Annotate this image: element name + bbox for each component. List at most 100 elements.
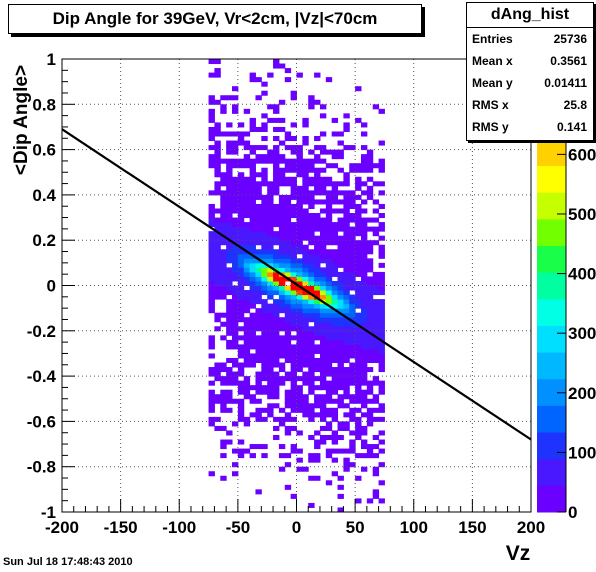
heatmap-cell <box>226 394 233 400</box>
heatmap-cell <box>284 231 292 237</box>
heatmap-cell <box>214 317 221 323</box>
heatmap-cell <box>208 72 215 78</box>
heatmap-cell <box>220 222 227 228</box>
heatmap-cell <box>325 181 333 187</box>
heatmap-cell <box>343 371 350 377</box>
heatmap-cell <box>308 253 315 259</box>
heatmap-cell <box>214 190 221 196</box>
heatmap-cell <box>261 317 268 323</box>
heatmap-cell <box>296 271 303 277</box>
heatmap-cell <box>290 308 297 314</box>
heatmap-cell <box>220 199 227 205</box>
heatmap-cell <box>349 317 356 323</box>
heatmap-cell <box>208 398 215 404</box>
heatmap-cell <box>255 385 262 391</box>
heatmap-cell <box>278 99 286 105</box>
heatmap-cell <box>255 398 262 404</box>
heatmap-cell <box>325 280 333 286</box>
heatmap-cell <box>232 326 239 332</box>
heatmap-cell <box>366 294 374 300</box>
heatmap-cell <box>261 444 268 450</box>
colorbar-tick-label: 200 <box>568 384 596 403</box>
heatmap-cell <box>319 280 327 286</box>
heatmap-cell <box>273 136 280 142</box>
y-tick-label: 1 <box>47 50 56 69</box>
heatmap-cell <box>337 190 344 196</box>
heatmap-cell <box>378 181 385 187</box>
heatmap-cell <box>273 362 280 368</box>
colorbar-segment <box>537 432 566 460</box>
heatmap-cell <box>255 371 262 377</box>
heatmap-cell <box>237 389 245 395</box>
heatmap-cell <box>214 154 221 160</box>
heatmap-cell <box>331 416 339 422</box>
heatmap-cell <box>355 240 362 246</box>
heatmap-cell <box>325 425 333 431</box>
heatmap-cell <box>243 244 251 250</box>
heatmap-cell <box>261 154 268 160</box>
heatmap-cell <box>331 262 339 268</box>
heatmap-cell <box>378 348 385 354</box>
heatmap-cell <box>343 339 350 345</box>
heatmap-cell <box>278 199 286 205</box>
heatmap-cell <box>267 371 274 377</box>
heatmap-cell <box>220 439 227 445</box>
heatmap-cell <box>302 308 309 314</box>
heatmap-cell <box>349 348 356 354</box>
heatmap-cell <box>249 353 256 359</box>
heatmap-cell <box>284 267 292 273</box>
heatmap-cell <box>355 290 362 296</box>
heatmap-cell <box>302 403 309 409</box>
heatmap-cell <box>255 389 262 395</box>
heatmap-cell <box>343 457 350 463</box>
heatmap-cell <box>249 199 256 205</box>
heatmap-cell <box>255 285 262 291</box>
heatmap-cell <box>378 407 385 413</box>
heatmap-cell <box>226 176 233 182</box>
heatmap-cell <box>325 240 333 246</box>
heatmap-cell <box>261 136 268 142</box>
heatmap-cell <box>278 208 286 214</box>
heatmap-cell <box>319 190 327 196</box>
heatmap-cell <box>360 394 368 400</box>
heatmap-cell <box>331 222 339 228</box>
heatmap-cell <box>366 498 374 504</box>
heatmap-cell <box>243 226 251 232</box>
heatmap-cell <box>355 280 362 286</box>
heatmap-cell <box>232 421 239 427</box>
heatmap-cell <box>267 280 274 286</box>
heatmap-cell <box>284 213 292 219</box>
heatmap-cell <box>237 158 245 164</box>
heatmap-cell <box>296 299 303 305</box>
heatmap-cell <box>249 249 256 255</box>
heatmap-cell <box>360 335 368 341</box>
heatmap-cell <box>325 249 333 255</box>
heatmap-cell <box>249 262 256 268</box>
heatmap-cell <box>319 398 327 404</box>
heatmap-cell <box>214 217 221 223</box>
heatmap-cell <box>243 267 251 273</box>
heatmap-cell <box>208 253 215 259</box>
heatmap-cell <box>314 72 321 78</box>
heatmap-cell <box>325 208 333 214</box>
heatmap-cell <box>267 217 274 223</box>
heatmap-cell <box>366 303 374 309</box>
heatmap-cell <box>232 95 239 101</box>
heatmap-cell <box>355 421 362 427</box>
heatmap-cell <box>314 190 321 196</box>
heatmap-cell <box>343 448 350 454</box>
heatmap-cell <box>314 145 321 151</box>
heatmap-cell <box>273 385 280 391</box>
heatmap-cell <box>319 357 327 364</box>
heatmap-cell <box>355 434 362 441</box>
heatmap-cell <box>208 203 215 209</box>
heatmap-cell <box>366 258 374 264</box>
heatmap-cell <box>232 376 239 382</box>
heatmap-cell <box>232 199 239 205</box>
heatmap-cell <box>243 203 251 209</box>
heatmap-cell <box>267 389 274 395</box>
heatmap-cell <box>331 117 339 123</box>
heatmap-cell <box>337 217 344 223</box>
heatmap-cell <box>220 407 227 413</box>
heatmap-cell <box>261 389 268 395</box>
